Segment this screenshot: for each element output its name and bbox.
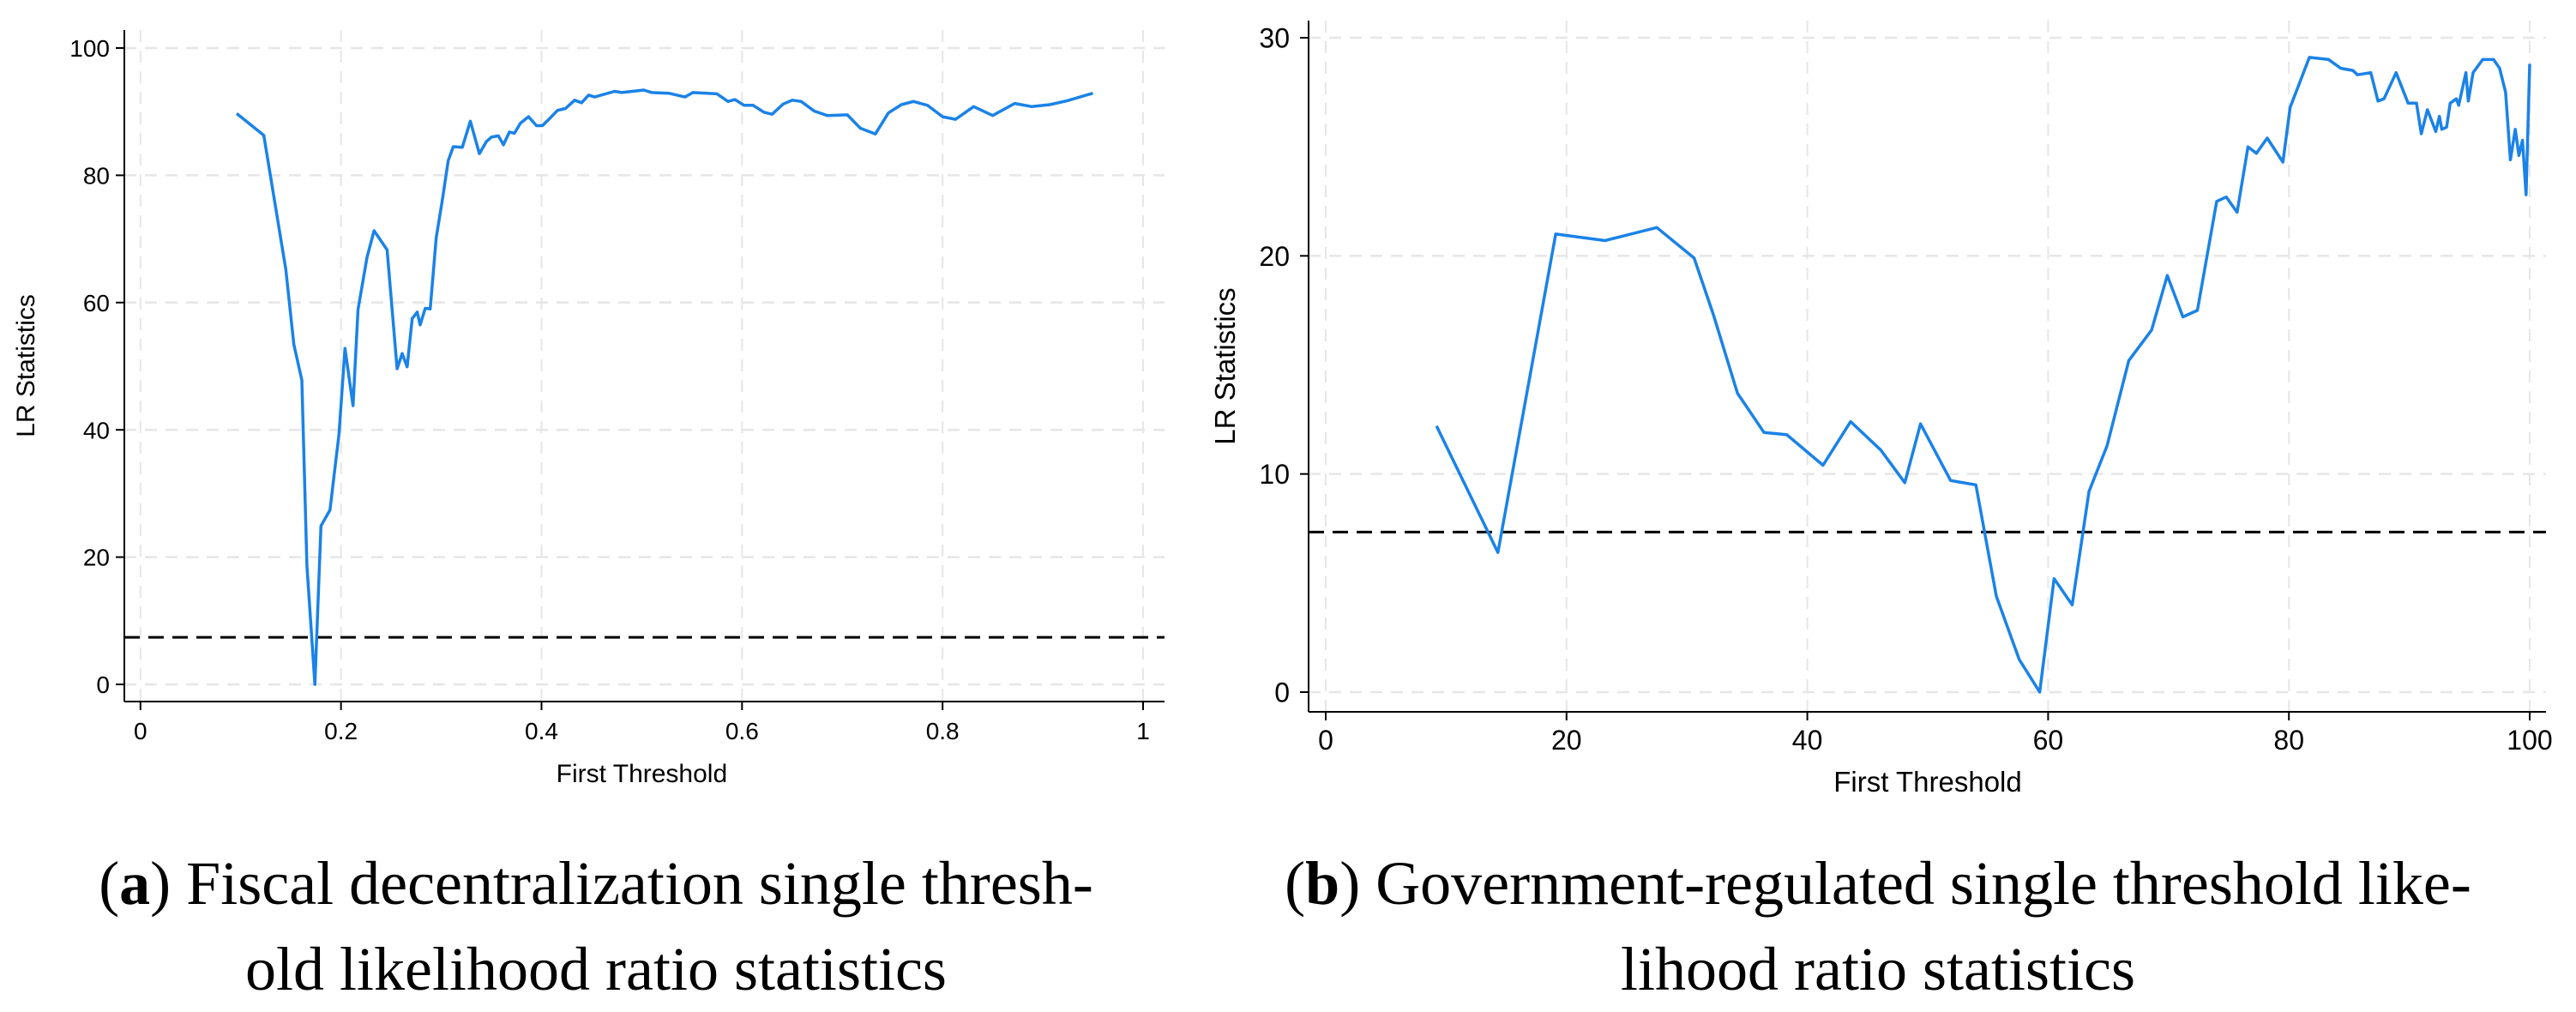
x-tick-label: 60	[2033, 725, 2064, 756]
y-tick-label: 30	[1259, 23, 1290, 54]
y-tick-label: 20	[1259, 241, 1290, 272]
x-tick-label: 0	[134, 718, 147, 744]
y-tick-label: 0	[96, 672, 110, 698]
chart-b-government-regulated: 0 20 40 60 80 100 0 10 20 30 First Threshold LR Sta…	[1209, 21, 2553, 798]
x-tick-label: 1	[1136, 718, 1150, 744]
y-tick-label: 100	[69, 35, 110, 62]
x-tick-label: 0.8	[926, 718, 960, 744]
caption-a-label: a	[119, 849, 151, 918]
lr-statistics-line	[235, 88, 1093, 686]
y-tick-label: 0	[1274, 678, 1290, 708]
x-tick-label: 40	[1792, 725, 1823, 756]
x-tick-label: 100	[2507, 725, 2552, 756]
x-axis-title: First Threshold	[557, 760, 728, 788]
caption-a: (a) Fiscal decentralization single thres…	[0, 840, 1192, 1012]
caption-a-line1: (a) Fiscal decentralization single thres…	[99, 849, 1093, 918]
x-axis-title: First Threshold	[1833, 766, 2021, 798]
x-tick-label: 20	[1551, 725, 1582, 756]
x-tick-label: 0	[1318, 725, 1333, 756]
x-tick-label: 0.4	[525, 718, 558, 744]
y-tick-label: 60	[83, 290, 110, 316]
y-tick-label: 20	[83, 545, 110, 571]
y-tick-label: 10	[1259, 459, 1290, 490]
caption-b-line1: (b) Government-regulated single threshol…	[1285, 849, 2471, 918]
y-axis-title: LR Statistics	[12, 294, 40, 437]
x-tick-label: 0.6	[725, 718, 759, 744]
caption-a-line2: old likelihood ratio statistics	[245, 935, 947, 1003]
caption-a-text1: Fiscal decentralization single thresh-	[186, 849, 1093, 918]
lr-statistics-line	[1435, 56, 2531, 694]
y-tick-label: 40	[83, 417, 110, 443]
chart-a-fiscal-decentralization: 0 0.2 0.4 0.6 0.8 1 0 20 40 60 80 100 First Threshol…	[12, 30, 1165, 788]
caption-b-text1: Government-regulated single threshold li…	[1375, 849, 2471, 918]
caption-b: (b) Government-regulated single threshol…	[1192, 840, 2564, 1012]
caption-b-line2: lihood ratio statistics	[1621, 935, 2135, 1003]
y-axis-title: LR Statistics	[1209, 287, 1241, 444]
x-tick-label: 0.2	[324, 718, 358, 744]
y-tick-label: 80	[83, 162, 110, 189]
x-tick-label: 80	[2273, 725, 2304, 756]
caption-b-label: b	[1305, 849, 1340, 918]
